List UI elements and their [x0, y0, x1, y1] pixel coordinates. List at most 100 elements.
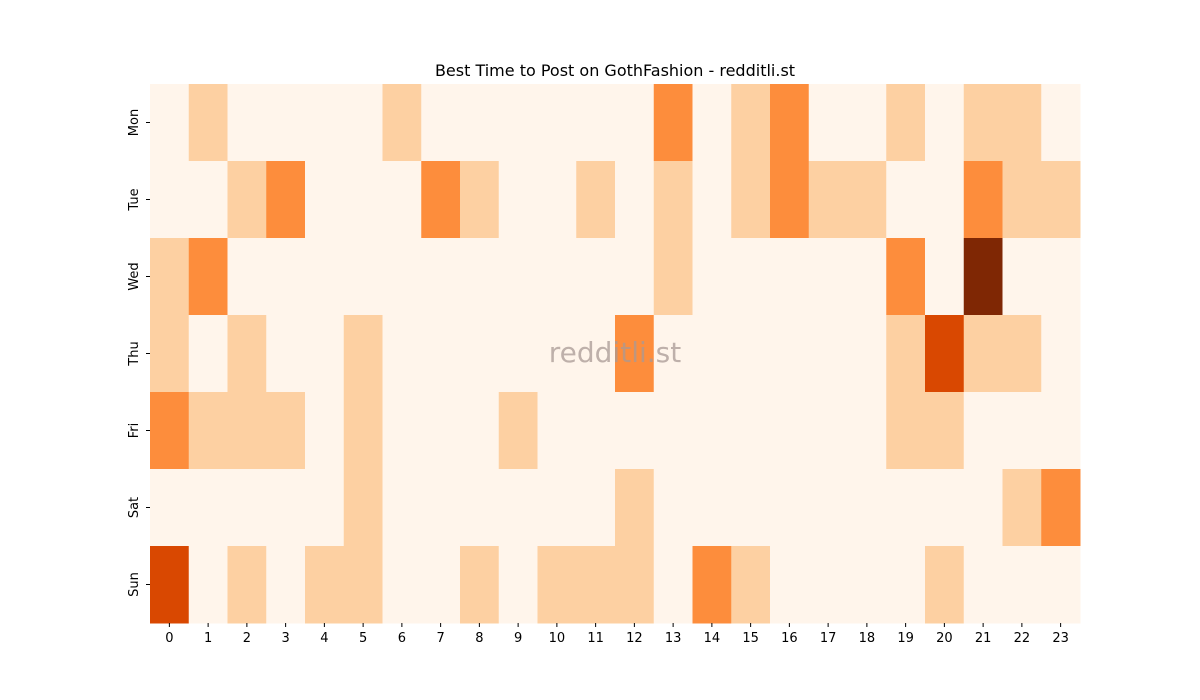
- heatmap-cell-sun-11: [576, 546, 616, 624]
- x-tick-label: 10: [549, 631, 566, 646]
- x-tick-label: 6: [398, 631, 406, 646]
- heatmap-cell-thu-7: [421, 315, 461, 393]
- heatmap-cell-sun-1: [188, 546, 228, 624]
- heatmap-cell-mon-16: [770, 84, 810, 162]
- heatmap-cell-fri-22: [1002, 392, 1042, 470]
- heatmap-cell-wed-3: [266, 238, 306, 316]
- x-tick-label: 0: [165, 631, 173, 646]
- heatmap-cell-sat-9: [498, 469, 538, 547]
- heatmap-cell-sun-5: [343, 546, 383, 624]
- heatmap-cell-sun-22: [1002, 546, 1042, 624]
- heatmap-cell-tue-0: [150, 161, 190, 239]
- heatmap-cell-tue-7: [421, 161, 461, 239]
- y-tick-label: Fri: [127, 423, 142, 439]
- heatmap-cell-sat-16: [770, 469, 810, 547]
- heatmap-cell-wed-19: [886, 238, 926, 316]
- heatmap-cell-fri-6: [382, 392, 422, 470]
- heatmap-cell-wed-10: [537, 238, 577, 316]
- heatmap-cell-mon-6: [382, 84, 422, 162]
- x-tick-label: 13: [665, 631, 682, 646]
- heatmap-cell-tue-13: [653, 161, 693, 239]
- heatmap-cell-sun-0: [150, 546, 190, 624]
- heatmap-cell-wed-5: [343, 238, 383, 316]
- heatmap-cell-sun-13: [653, 546, 693, 624]
- heatmap-cell-wed-14: [692, 238, 732, 316]
- y-tick-label: Tue: [127, 188, 142, 211]
- heatmap-cell-sat-8: [460, 469, 500, 547]
- heatmap-cell-tue-18: [847, 161, 887, 239]
- heatmap-cell-thu-18: [847, 315, 887, 393]
- y-tick-label: Mon: [127, 109, 142, 136]
- heatmap-cell-wed-17: [808, 238, 848, 316]
- heatmap-cell-wed-22: [1002, 238, 1042, 316]
- x-tick-label: 3: [281, 631, 289, 646]
- heatmap-cell-tue-9: [498, 161, 538, 239]
- heatmap-cell-sun-6: [382, 546, 422, 624]
- y-tick-label: Sun: [127, 572, 142, 597]
- heatmap-cell-sun-17: [808, 546, 848, 624]
- heatmap-cell-sun-7: [421, 546, 461, 624]
- heatmap-cell-mon-1: [188, 84, 228, 162]
- heatmap-cell-sat-18: [847, 469, 887, 547]
- heatmap-cell-thu-10: [537, 315, 577, 393]
- heatmap-cell-wed-20: [925, 238, 965, 316]
- heatmap-cell-sat-20: [925, 469, 965, 547]
- heatmap-cell-thu-15: [731, 315, 771, 393]
- heatmap-cell-wed-16: [770, 238, 810, 316]
- heatmap-cell-sat-6: [382, 469, 422, 547]
- heatmap-cell-sat-21: [963, 469, 1003, 547]
- heatmap-cell-mon-3: [266, 84, 306, 162]
- heatmap-cell-tue-11: [576, 161, 616, 239]
- x-tick-label: 15: [742, 631, 759, 646]
- heatmap-cell-fri-1: [188, 392, 228, 470]
- heatmap-cell-sat-7: [421, 469, 461, 547]
- heatmap-cell-tue-22: [1002, 161, 1042, 239]
- heatmap-cell-mon-15: [731, 84, 771, 162]
- heatmap-cell-sat-12: [615, 469, 655, 547]
- heatmap-cell-wed-6: [382, 238, 422, 316]
- heatmap-cell-thu-8: [460, 315, 500, 393]
- x-tick-label: 18: [859, 631, 876, 646]
- heatmap-cell-tue-3: [266, 161, 306, 239]
- heatmap-cell-thu-23: [1041, 315, 1081, 393]
- heatmap-cell-tue-17: [808, 161, 848, 239]
- heatmap-cell-wed-8: [460, 238, 500, 316]
- heatmap-cell-thu-0: [150, 315, 190, 393]
- heatmap-cell-sat-11: [576, 469, 616, 547]
- x-tick-label: 12: [626, 631, 643, 646]
- heatmap-cell-wed-15: [731, 238, 771, 316]
- heatmap-cell-tue-8: [460, 161, 500, 239]
- heatmap-cell-tue-21: [963, 161, 1003, 239]
- x-tick-label: 14: [704, 631, 721, 646]
- heatmap-cell-wed-0: [150, 238, 190, 316]
- heatmap-cell-mon-11: [576, 84, 616, 162]
- heatmap-cell-fri-8: [460, 392, 500, 470]
- heatmap-cell-sat-2: [227, 469, 267, 547]
- heatmap-cell-thu-1: [188, 315, 228, 393]
- heatmap-cell-mon-8: [460, 84, 500, 162]
- heatmap-cell-sat-23: [1041, 469, 1081, 547]
- heatmap-cell-tue-20: [925, 161, 965, 239]
- heatmap-cell-fri-19: [886, 392, 926, 470]
- heatmap-cell-mon-22: [1002, 84, 1042, 162]
- heatmap-cell-fri-2: [227, 392, 267, 470]
- heatmap-cell-tue-16: [770, 161, 810, 239]
- heatmap-cell-sun-21: [963, 546, 1003, 624]
- heatmap-cell-thu-16: [770, 315, 810, 393]
- heatmap-cell-mon-0: [150, 84, 190, 162]
- x-tick-label: 5: [359, 631, 367, 646]
- heatmap-cell-sun-3: [266, 546, 306, 624]
- heatmap-cell-mon-7: [421, 84, 461, 162]
- x-tick-label: 22: [1014, 631, 1031, 646]
- heatmap-cell-fri-17: [808, 392, 848, 470]
- heatmap-cell-fri-0: [150, 392, 190, 470]
- heatmap-cell-mon-4: [305, 84, 345, 162]
- heatmap-cell-sun-4: [305, 546, 345, 624]
- heatmap-cell-mon-14: [692, 84, 732, 162]
- heatmap-cell-sun-2: [227, 546, 267, 624]
- heatmap-cell-wed-1: [188, 238, 228, 316]
- heatmap-cell-thu-20: [925, 315, 965, 393]
- heatmap-cell-tue-15: [731, 161, 771, 239]
